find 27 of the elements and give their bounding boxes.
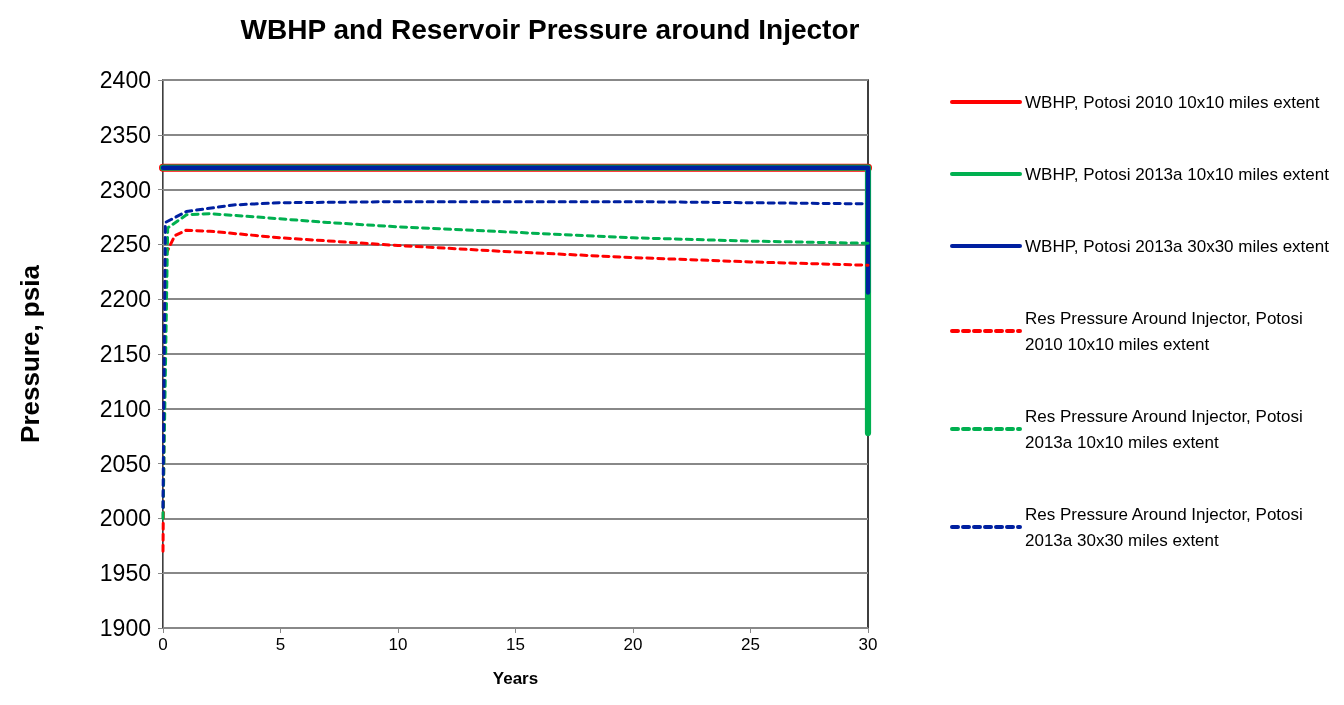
y-tick-label: 2250 <box>99 231 151 258</box>
y-tick-label: 1900 <box>99 615 151 641</box>
y-tick-label: 2200 <box>99 286 151 313</box>
y-tick-label: 2300 <box>99 176 151 203</box>
legend-label: Res Pressure Around Injector, Potosi 2010 10x10 miles extent <box>1025 308 1308 354</box>
x-axis-title: Years <box>492 669 539 688</box>
chart-title: WBHP and Reservoir Pressure around Injector <box>240 13 860 45</box>
y-tick-label: 1950 <box>99 560 151 587</box>
legend-label: WBHP, Potosi 2013a 30x30 miles extent <box>1025 236 1330 256</box>
x-tick-label: 25 <box>741 635 760 654</box>
x-tick-label: 10 <box>388 635 408 654</box>
x-tick-label: 30 <box>858 635 878 654</box>
y-axis-title: Pressure, psia <box>15 264 45 443</box>
y-tick-label: 2400 <box>99 67 151 93</box>
legend-label: WBHP, Potosi 2010 10x10 miles extent <box>1025 92 1320 112</box>
y-tick-label: 2050 <box>99 450 151 477</box>
x-tick-label: 15 <box>506 635 525 654</box>
y-tick-label: 2350 <box>99 121 151 148</box>
y-tick-label: 2150 <box>99 341 151 367</box>
x-tick-label: 5 <box>275 635 286 654</box>
y-tick-label: 2000 <box>99 505 151 532</box>
y-tick-label: 2100 <box>99 395 151 422</box>
legend-label: Res Pressure Around Injector, Potosi 2013a 30x30 miles extent <box>1025 504 1308 550</box>
legend-label: WBHP, Potosi 2013a 10x10 miles extent <box>1025 164 1330 184</box>
x-tick-label: 20 <box>623 635 643 654</box>
legend-label: Res Pressure Around Injector, Potosi 2013a 10x10 miles extent <box>1025 406 1308 452</box>
x-tick-label: 0 <box>158 635 168 654</box>
